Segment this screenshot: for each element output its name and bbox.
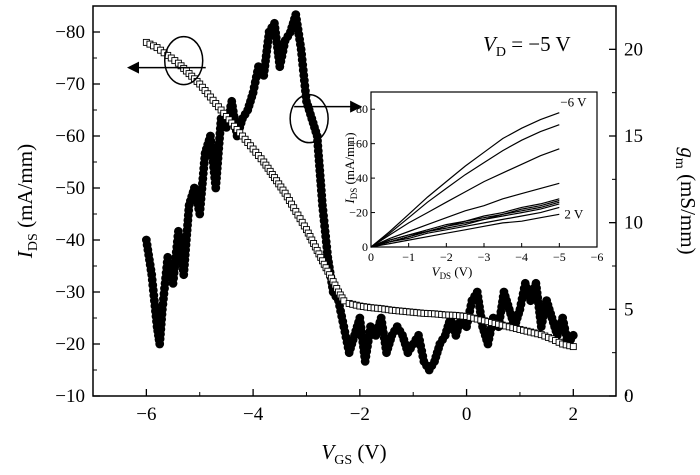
inset-curve (370, 148, 560, 248)
left-y-tick-label: −60 (55, 126, 85, 147)
inset-curve (370, 112, 560, 248)
inset-curves (370, 112, 560, 248)
inset-y-axis-title: IDS (mA/mm) (342, 132, 359, 204)
x-tick-label: 2 (569, 404, 579, 425)
right-y-tick-label: 10 (624, 213, 643, 234)
inset-curve (370, 203, 560, 248)
left-y-tick-label: −10 (55, 386, 85, 407)
x-tick-label: −2 (350, 404, 370, 425)
right-y-tick-label: 5 (624, 299, 634, 320)
inset-y-tick-label: 0 (362, 240, 368, 254)
inset-background (365, 86, 597, 258)
right-y-axis-title: gm (mS/mm) (672, 147, 700, 254)
inset-axis-ticks: 0 −1 −2 −3 −4 −5 −60−20−40−60−80 (349, 102, 603, 264)
callout-ellipse (163, 35, 204, 86)
x-tick-label: −6 (136, 404, 156, 425)
left-y-tick-label: −30 (55, 282, 85, 303)
right-y-tick-label: 0 (624, 386, 634, 407)
inset-curve (370, 124, 560, 248)
inset-curve (370, 206, 560, 248)
left-y-tick-label: −20 (55, 334, 85, 355)
inset-x-tick-label: −5 (553, 250, 566, 264)
main-plot-frame (92, 5, 617, 397)
callout-ellipse (289, 93, 329, 144)
inset-y-tick-label: −40 (349, 171, 368, 185)
axis-callouts (127, 35, 363, 144)
inset-x-tick-label: −3 (478, 250, 491, 264)
inset-curve (370, 199, 560, 248)
ids-series (142, 38, 577, 351)
gm-data-point (568, 330, 578, 340)
right-y-tick-label: 15 (624, 126, 643, 147)
vd-annotation: VD = −5 V (483, 32, 571, 60)
inset-x-tick-label: −6 (591, 250, 604, 264)
x-tick-label: −4 (243, 404, 264, 425)
inset-x-tick-label: −2 (440, 250, 453, 264)
inset-y-tick-label: −60 (349, 137, 368, 151)
inset-curve (370, 182, 560, 248)
ids-data-point (569, 343, 577, 351)
left-y-tick-label: −70 (55, 74, 85, 95)
inset-x-tick-label: −1 (402, 250, 415, 264)
inset-x-axis-title: VDS (V) (432, 264, 473, 281)
inset-curve-label-bottom: 2 V (564, 206, 584, 221)
inset-y-tick-label: −20 (349, 206, 368, 220)
x-axis-title: VGS (V) (321, 440, 386, 468)
left-y-tick-label: −80 (55, 22, 85, 43)
left-y-axis-title: IDS (mA/mm) (13, 144, 41, 259)
left-y-tick-label: −50 (55, 178, 85, 199)
inset-curve (370, 213, 560, 248)
left-y-tick-label: −40 (55, 230, 85, 251)
x-tick-label: 0 (462, 404, 472, 425)
inset-y-tick-label: −80 (349, 102, 368, 116)
inset-x-tick-label: −4 (515, 250, 528, 264)
right-y-tick-label: 20 (624, 39, 643, 60)
inset-x-tick-label: 0 (368, 250, 374, 264)
inset-curve-label-top: −6 V (560, 95, 587, 110)
